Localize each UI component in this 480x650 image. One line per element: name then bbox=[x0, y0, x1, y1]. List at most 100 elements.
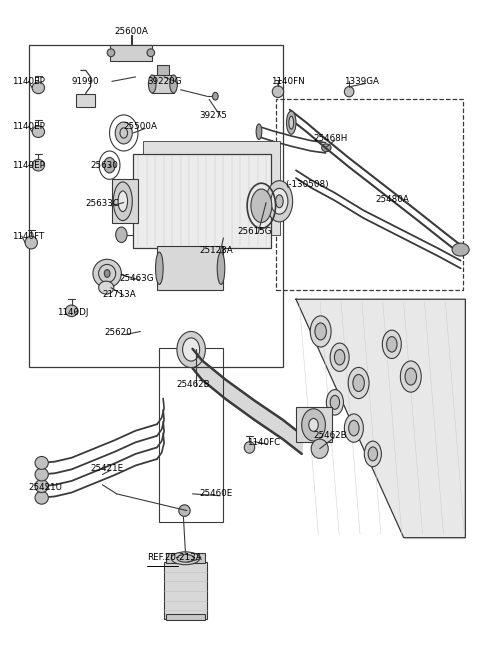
Ellipse shape bbox=[364, 441, 382, 467]
Text: 25633C: 25633C bbox=[86, 200, 120, 209]
Ellipse shape bbox=[301, 409, 325, 441]
Ellipse shape bbox=[171, 552, 200, 565]
Text: 1339GA: 1339GA bbox=[344, 77, 379, 86]
Text: 1140FN: 1140FN bbox=[271, 77, 304, 86]
Text: 39275: 39275 bbox=[200, 111, 228, 120]
Ellipse shape bbox=[170, 75, 178, 93]
Ellipse shape bbox=[326, 389, 343, 415]
Text: 25462B: 25462B bbox=[313, 432, 347, 440]
Text: 1140EP: 1140EP bbox=[12, 122, 45, 131]
Ellipse shape bbox=[65, 305, 78, 317]
Text: (-130508): (-130508) bbox=[285, 180, 329, 189]
Ellipse shape bbox=[179, 505, 190, 516]
Ellipse shape bbox=[452, 243, 469, 256]
Ellipse shape bbox=[309, 419, 318, 432]
Ellipse shape bbox=[177, 554, 194, 562]
Ellipse shape bbox=[244, 441, 255, 453]
Ellipse shape bbox=[35, 480, 48, 493]
Text: 25630: 25630 bbox=[91, 161, 119, 170]
Ellipse shape bbox=[315, 323, 326, 340]
Bar bbox=[164, 562, 207, 619]
Ellipse shape bbox=[344, 86, 354, 97]
Ellipse shape bbox=[113, 182, 132, 220]
Ellipse shape bbox=[35, 456, 48, 469]
Ellipse shape bbox=[177, 332, 205, 367]
Ellipse shape bbox=[148, 75, 156, 93]
Text: 1140FC: 1140FC bbox=[247, 438, 280, 447]
Ellipse shape bbox=[276, 195, 283, 208]
Ellipse shape bbox=[330, 395, 339, 410]
Ellipse shape bbox=[348, 421, 359, 436]
Ellipse shape bbox=[116, 227, 127, 242]
Ellipse shape bbox=[322, 144, 331, 151]
Text: 25468H: 25468H bbox=[313, 134, 348, 142]
Ellipse shape bbox=[104, 270, 110, 278]
Text: 25600A: 25600A bbox=[114, 27, 148, 36]
Ellipse shape bbox=[251, 189, 272, 222]
Ellipse shape bbox=[25, 236, 37, 249]
Text: 39220G: 39220G bbox=[147, 77, 182, 86]
Ellipse shape bbox=[32, 159, 45, 171]
Text: 25615G: 25615G bbox=[238, 227, 272, 236]
Ellipse shape bbox=[213, 92, 218, 100]
Text: 21713A: 21713A bbox=[102, 289, 136, 298]
Text: 1140DJ: 1140DJ bbox=[57, 307, 89, 317]
Bar bbox=[133, 154, 271, 248]
Ellipse shape bbox=[182, 338, 200, 361]
Bar bbox=[157, 65, 169, 75]
Ellipse shape bbox=[93, 259, 121, 287]
Text: 1140EP: 1140EP bbox=[12, 77, 45, 86]
Ellipse shape bbox=[107, 49, 115, 57]
Ellipse shape bbox=[32, 126, 45, 137]
Bar bbox=[109, 45, 152, 61]
Bar bbox=[112, 179, 138, 223]
Text: 25421E: 25421E bbox=[91, 463, 124, 473]
Ellipse shape bbox=[217, 252, 225, 285]
Text: 25500A: 25500A bbox=[124, 122, 158, 131]
Ellipse shape bbox=[271, 188, 288, 214]
Bar bbox=[276, 99, 463, 289]
Text: 91990: 91990 bbox=[72, 77, 99, 86]
Ellipse shape bbox=[266, 181, 293, 222]
Ellipse shape bbox=[118, 191, 128, 212]
Text: 25463G: 25463G bbox=[119, 274, 154, 283]
Ellipse shape bbox=[344, 414, 363, 442]
Ellipse shape bbox=[32, 82, 45, 94]
Bar bbox=[166, 553, 205, 564]
Ellipse shape bbox=[405, 368, 417, 385]
Bar bbox=[29, 45, 283, 367]
Ellipse shape bbox=[35, 491, 48, 504]
Ellipse shape bbox=[156, 252, 163, 285]
Ellipse shape bbox=[311, 439, 328, 458]
Bar bbox=[152, 75, 174, 93]
Text: 25462B: 25462B bbox=[176, 380, 210, 389]
Text: 25460E: 25460E bbox=[200, 489, 233, 499]
Ellipse shape bbox=[289, 116, 294, 129]
Bar bbox=[296, 407, 332, 442]
Ellipse shape bbox=[35, 468, 48, 481]
Bar bbox=[76, 94, 96, 107]
Text: 25421U: 25421U bbox=[29, 483, 63, 492]
Ellipse shape bbox=[335, 350, 345, 365]
Text: 1140EP: 1140EP bbox=[12, 161, 45, 170]
Ellipse shape bbox=[272, 86, 284, 97]
Ellipse shape bbox=[310, 316, 331, 347]
Ellipse shape bbox=[104, 157, 115, 173]
Ellipse shape bbox=[147, 49, 155, 57]
Ellipse shape bbox=[348, 367, 369, 398]
Ellipse shape bbox=[287, 111, 296, 135]
Ellipse shape bbox=[386, 337, 397, 352]
Ellipse shape bbox=[383, 330, 401, 359]
Ellipse shape bbox=[368, 447, 378, 461]
Bar bbox=[143, 141, 280, 235]
Bar bbox=[157, 246, 223, 289]
Ellipse shape bbox=[256, 124, 262, 139]
Ellipse shape bbox=[98, 281, 114, 294]
Ellipse shape bbox=[330, 343, 349, 371]
Text: 25128A: 25128A bbox=[200, 246, 233, 255]
Text: 25480A: 25480A bbox=[375, 195, 409, 204]
Ellipse shape bbox=[400, 361, 421, 392]
Bar bbox=[159, 348, 223, 521]
Text: REF.20-213A: REF.20-213A bbox=[147, 552, 202, 562]
Polygon shape bbox=[296, 299, 466, 538]
